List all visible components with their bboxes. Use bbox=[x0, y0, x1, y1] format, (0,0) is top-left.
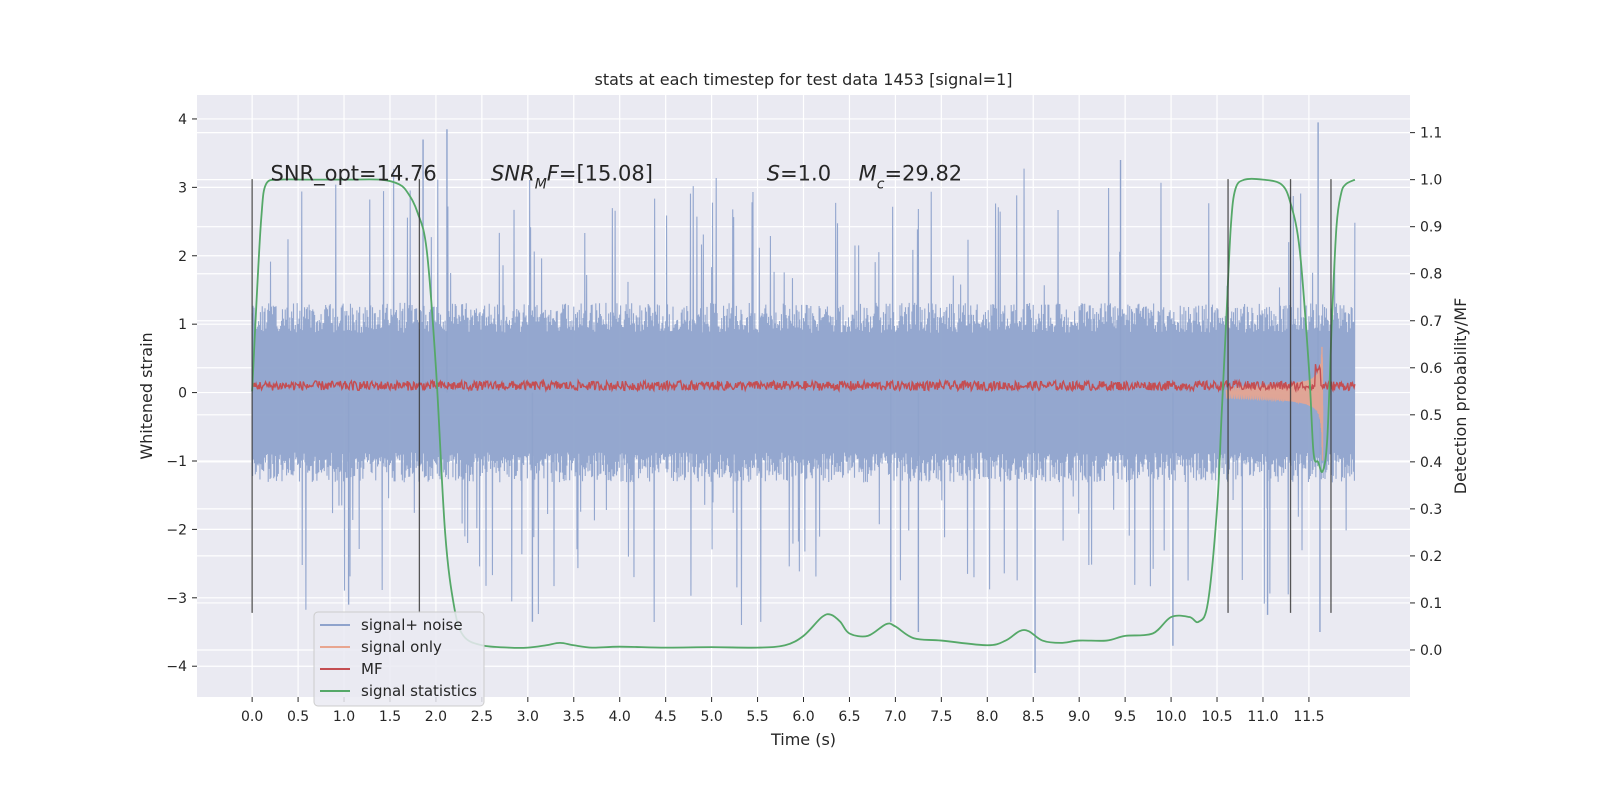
y-tick-label: 2 bbox=[178, 249, 187, 265]
x-tick-label: 7.0 bbox=[884, 709, 906, 725]
x-tick-label: 9.5 bbox=[1114, 709, 1136, 725]
x-tick-label: 7.5 bbox=[930, 709, 952, 725]
annotations: SNR_opt=14.76 SNRMF=[15.08] S=1.0 Mc=29.82 bbox=[271, 162, 963, 193]
x-tick-label: 4.5 bbox=[655, 709, 677, 725]
chart-title: stats at each timestep for test data 145… bbox=[594, 70, 1012, 89]
x-tick-label: 2.0 bbox=[425, 709, 447, 725]
y-right-tick-label: 0.2 bbox=[1420, 549, 1442, 565]
y-right-tick-label: 0.0 bbox=[1420, 643, 1442, 659]
x-tick-label: 4.0 bbox=[609, 709, 631, 725]
y-tick-label: −4 bbox=[166, 659, 187, 675]
y-tick-label: 0 bbox=[178, 386, 187, 402]
x-tick-label: 8.0 bbox=[976, 709, 998, 725]
annotation: SNR_opt=14.76 bbox=[271, 162, 437, 187]
x-tick-label: 8.5 bbox=[1022, 709, 1044, 725]
x-tick-label: 3.5 bbox=[563, 709, 585, 725]
vertical-markers bbox=[251, 179, 1332, 613]
x-tick-label: 9.0 bbox=[1068, 709, 1090, 725]
legend-label: MF bbox=[361, 660, 383, 678]
legend-box bbox=[313, 611, 485, 707]
series-1 bbox=[1225, 346, 1324, 461]
y-right-tick-label: 1.0 bbox=[1420, 173, 1442, 189]
y-tick-label: −3 bbox=[166, 591, 187, 607]
y-right-axis-label: Detection probability/MF bbox=[1451, 298, 1470, 495]
legend-label: signal statistics bbox=[361, 682, 477, 700]
y-right-tick-label: 0.3 bbox=[1420, 502, 1442, 518]
x-tick-label: 5.0 bbox=[700, 709, 722, 725]
x-tick-label: 6.0 bbox=[792, 709, 814, 725]
series-0 bbox=[251, 122, 1356, 674]
x-tick-label: 2.5 bbox=[471, 709, 493, 725]
x-tick-label: 11.0 bbox=[1247, 709, 1278, 725]
y-right-tick-label: 1.1 bbox=[1420, 126, 1442, 142]
x-tick-label: 10.5 bbox=[1201, 709, 1232, 725]
legend-label: signal+ noise bbox=[361, 616, 463, 634]
annotation: S=1.0 bbox=[767, 162, 831, 186]
y-right-tick-label: 0.1 bbox=[1420, 596, 1442, 612]
x-tick-label: 11.5 bbox=[1293, 709, 1324, 725]
series-line bbox=[1225, 346, 1324, 461]
x-tick-label: 10.0 bbox=[1155, 709, 1186, 725]
series-line bbox=[251, 177, 1356, 649]
y-right-tick-label: 0.4 bbox=[1420, 455, 1442, 471]
x-tick-label: 1.5 bbox=[379, 709, 401, 725]
series-3 bbox=[251, 177, 1356, 649]
x-tick-label: 3.0 bbox=[517, 709, 539, 725]
y-tick-label: 3 bbox=[178, 180, 187, 196]
series-line bbox=[251, 363, 1356, 393]
x-tick-label: 1.0 bbox=[333, 709, 355, 725]
x-tick-label: 0.5 bbox=[287, 709, 309, 725]
y-right-tick-label: 0.9 bbox=[1420, 220, 1442, 236]
y-tick-label: 1 bbox=[178, 317, 187, 333]
annotation: Mc=29.82 bbox=[859, 162, 963, 193]
y-tick-label: −1 bbox=[166, 454, 187, 470]
y-axis-label: Whitened strain bbox=[137, 332, 156, 459]
x-axis-label: Time (s) bbox=[770, 730, 836, 749]
series-line bbox=[251, 168, 1356, 625]
legend-label: signal only bbox=[361, 638, 442, 656]
series-2 bbox=[251, 363, 1356, 393]
y-tick-label: −2 bbox=[166, 522, 187, 538]
annotation: SNRMF=[15.08] bbox=[491, 162, 653, 193]
y-right-tick-label: 0.5 bbox=[1420, 408, 1442, 424]
axes: 0.0 0.5 1.0 1.5 2.0 2.5 3.0 3.5 4.0 4.5 5.0 5.5 6.0 6… bbox=[166, 112, 1442, 725]
y-tick-label: 4 bbox=[178, 112, 187, 128]
x-tick-label: 6.5 bbox=[838, 709, 860, 725]
x-tick-label: 5.5 bbox=[746, 709, 768, 725]
legend: signal+ noise signal only MF signal statist… bbox=[313, 611, 485, 707]
series-layer bbox=[251, 122, 1356, 674]
y-right-tick-label: 0.7 bbox=[1420, 314, 1442, 330]
x-tick-label: 0.0 bbox=[241, 709, 263, 725]
y-right-tick-label: 0.6 bbox=[1420, 361, 1442, 377]
y-right-tick-label: 0.8 bbox=[1420, 267, 1442, 283]
